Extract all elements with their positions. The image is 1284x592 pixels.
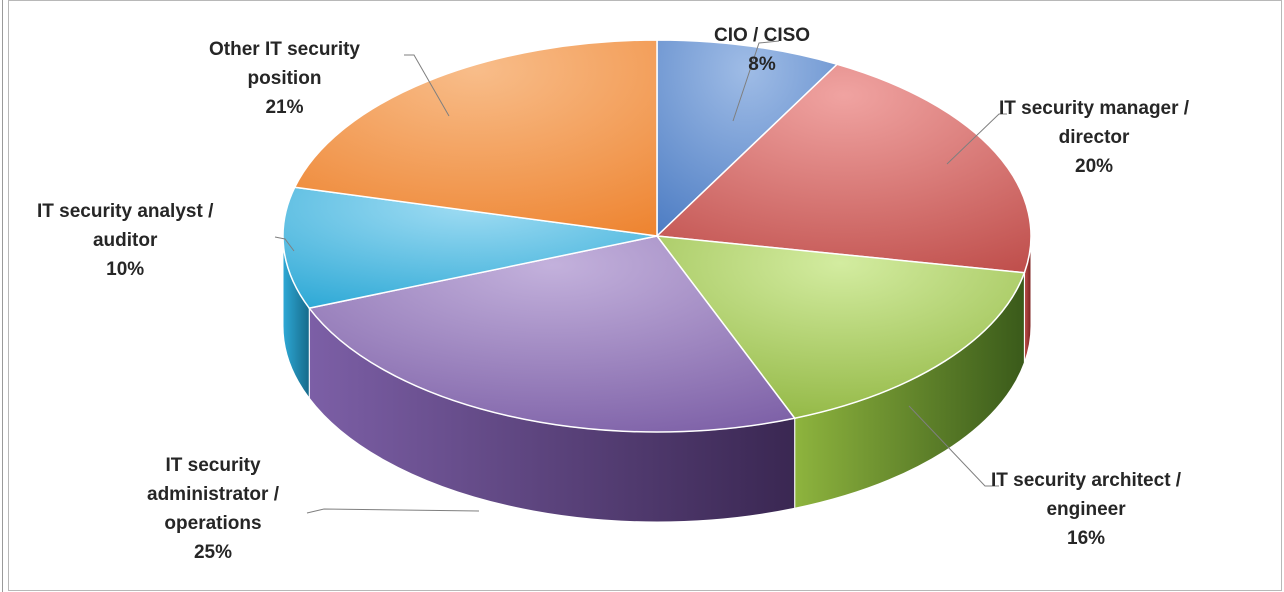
chart-frame: CIO / CISO 8% IT security manager / dire… [8,0,1282,591]
data-label-security-analyst: IT security analyst / auditor 10% [37,201,214,280]
slice-security-manager [655,63,1032,274]
slice-cio-ciso [656,39,839,238]
leader-line-security-analyst [274,236,295,252]
pie-top-faces [282,39,1032,433]
data-label-other-position: Other IT security position 21% [209,39,360,118]
data-label-security-administrator: IT security administrator / operations 2… [147,455,279,563]
pie-side-walls [282,235,1032,523]
data-label-security-manager: IT security manager / director 20% [999,98,1190,177]
data-label-security-architect: IT security architect / engineer 16% [991,470,1182,549]
left-edge-divider [2,0,3,592]
pie-chart [274,39,1032,523]
leader-line-cio-ciso [732,40,780,122]
leader-line-security-architect [908,405,999,487]
leader-lines [274,40,1007,514]
slice-security-analyst [282,186,658,309]
leader-line-security-administrator [306,508,480,514]
slice-security-administrator [307,235,796,433]
leader-line-security-manager [946,113,1007,165]
data-label-cio-ciso: CIO / CISO 8% [714,25,811,75]
slice-other-position [293,39,658,237]
slice-security-architect [655,235,1026,420]
leader-line-other-position [404,54,450,117]
